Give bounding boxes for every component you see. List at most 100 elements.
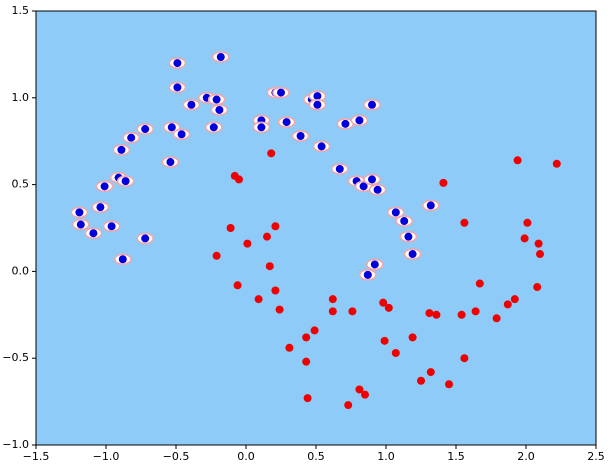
point xyxy=(257,123,266,132)
point xyxy=(173,83,182,92)
point xyxy=(335,164,344,173)
point xyxy=(285,343,294,352)
point xyxy=(475,279,484,288)
point xyxy=(127,133,136,142)
point xyxy=(117,145,126,154)
y-tick-label: 1.0 xyxy=(12,91,30,104)
point xyxy=(439,178,448,187)
point xyxy=(432,310,441,319)
point xyxy=(341,119,350,128)
point xyxy=(368,175,376,184)
point xyxy=(408,333,417,342)
point xyxy=(520,234,529,243)
x-tick-label: 1.0 xyxy=(377,450,395,463)
point xyxy=(282,118,291,127)
point xyxy=(76,220,85,229)
point xyxy=(425,309,434,318)
point xyxy=(457,310,466,319)
point xyxy=(492,314,501,323)
point xyxy=(471,307,480,316)
point xyxy=(96,203,105,212)
point xyxy=(426,201,435,210)
point xyxy=(328,295,337,304)
point xyxy=(417,376,425,385)
point xyxy=(89,229,98,238)
point xyxy=(380,336,389,345)
point xyxy=(215,105,224,114)
point xyxy=(226,224,235,232)
point xyxy=(370,260,379,269)
x-tick-label: 2.0 xyxy=(517,450,535,463)
point xyxy=(426,368,435,377)
y-tick-label: 0.5 xyxy=(12,178,30,191)
point xyxy=(344,401,353,410)
point xyxy=(303,394,312,403)
plot-area xyxy=(36,11,596,445)
point xyxy=(75,208,84,217)
point xyxy=(373,185,382,194)
point xyxy=(460,218,469,227)
x-tick-label: −1.5 xyxy=(23,450,50,463)
point xyxy=(121,177,130,186)
point xyxy=(400,217,409,226)
point xyxy=(209,123,218,132)
point xyxy=(534,239,543,248)
point xyxy=(271,286,280,295)
x-tick-label: 0.0 xyxy=(237,450,255,463)
point xyxy=(254,295,263,304)
point xyxy=(235,175,243,184)
point xyxy=(379,298,388,307)
point xyxy=(552,159,561,168)
point xyxy=(359,182,368,191)
point xyxy=(296,131,305,140)
y-tick-label: −1.0 xyxy=(2,438,29,451)
point xyxy=(533,283,542,292)
point xyxy=(212,251,221,260)
x-tick-label: 1.5 xyxy=(447,450,465,463)
point xyxy=(513,156,522,165)
point xyxy=(167,123,176,132)
point xyxy=(267,149,276,158)
point xyxy=(212,95,221,104)
point xyxy=(361,390,369,399)
point xyxy=(355,385,364,394)
point xyxy=(313,92,322,101)
point xyxy=(503,300,512,309)
point xyxy=(523,218,532,227)
point xyxy=(216,53,225,62)
point xyxy=(265,262,274,271)
point xyxy=(408,250,417,259)
point xyxy=(384,303,393,312)
point xyxy=(277,88,285,97)
point xyxy=(363,270,372,279)
x-tick-label: −1.0 xyxy=(93,450,120,463)
point xyxy=(368,100,376,109)
point xyxy=(317,142,326,151)
point xyxy=(263,232,271,241)
point xyxy=(271,222,280,231)
plot-frame xyxy=(35,10,597,446)
point xyxy=(275,305,284,314)
point xyxy=(310,326,319,335)
point xyxy=(107,222,116,231)
point xyxy=(313,100,322,109)
point xyxy=(355,116,364,125)
y-tick-label: 1.5 xyxy=(12,4,30,17)
point xyxy=(233,281,242,290)
point xyxy=(118,255,127,264)
point xyxy=(302,333,311,342)
point xyxy=(445,380,453,389)
point xyxy=(348,307,357,316)
point xyxy=(141,125,150,134)
point xyxy=(173,59,182,68)
point xyxy=(187,100,196,109)
y-tick-label: −0.5 xyxy=(2,351,29,364)
point xyxy=(391,348,400,357)
point xyxy=(177,130,186,139)
point xyxy=(328,307,337,316)
point xyxy=(166,158,175,167)
point xyxy=(243,239,252,248)
point xyxy=(510,295,519,304)
point xyxy=(141,234,150,243)
